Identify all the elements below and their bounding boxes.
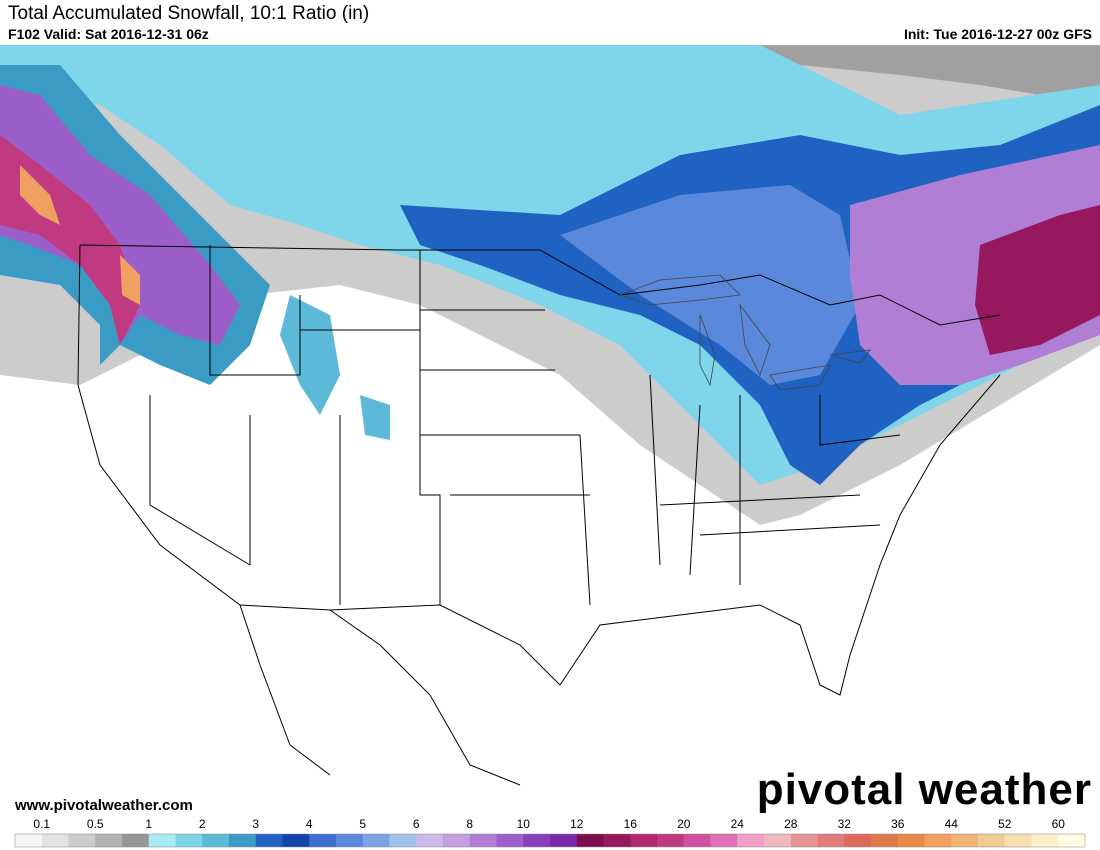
legend-swatch <box>710 834 738 847</box>
legend-label: 36 <box>891 817 905 831</box>
legend-swatch <box>41 834 69 847</box>
legend: 0.1 0.5 1 2 3 4 5 6 8 10 12 16 20 24 28 32 36 44 52 60 <box>14 817 1086 848</box>
snow-area <box>560 185 860 385</box>
legend-swatch <box>978 834 1006 847</box>
legend-swatch <box>255 834 283 847</box>
legend-label: 32 <box>838 817 852 831</box>
legend-label: 5 <box>359 817 366 831</box>
legend-swatch <box>282 834 310 847</box>
legend-label: 3 <box>252 817 259 831</box>
legend-swatch <box>924 834 952 847</box>
legend-label: 24 <box>731 817 745 831</box>
legend-swatch <box>148 834 176 847</box>
legend-swatch <box>603 834 631 847</box>
legend-swatch <box>229 834 257 847</box>
legend-swatch <box>15 834 43 847</box>
legend-label: 4 <box>306 817 313 831</box>
legend-frame <box>14 833 1086 848</box>
legend-swatch <box>817 834 845 847</box>
legend-label: 10 <box>517 817 531 831</box>
legend-swatch <box>95 834 123 847</box>
legend-swatch <box>737 834 765 847</box>
legend-swatch <box>871 834 899 847</box>
legend-label: 28 <box>784 817 798 831</box>
legend-swatch <box>951 834 979 847</box>
init-time: Init: Tue 2016-12-27 00z GFS <box>903 26 1092 42</box>
website: www.pivotalweather.com <box>15 797 193 814</box>
legend-swatch <box>790 834 818 847</box>
legend-label: 1 <box>145 817 152 831</box>
legend-swatch <box>443 834 471 847</box>
legend-label: 16 <box>624 817 638 831</box>
legend-label: 52 <box>998 817 1012 831</box>
legend-label: 12 <box>570 817 584 831</box>
legend-label: 60 <box>1052 817 1066 831</box>
legend-label: 44 <box>945 817 959 831</box>
legend-label: 6 <box>413 817 420 831</box>
legend-swatch <box>657 834 685 847</box>
borders <box>77 244 1001 786</box>
legend-swatch <box>523 834 551 847</box>
snow-area <box>0 85 240 345</box>
legend-swatch <box>416 834 444 847</box>
legend-swatch <box>362 834 390 847</box>
legend-swatch <box>175 834 203 847</box>
legend-label: 0.1 <box>33 817 50 831</box>
legend-swatch <box>309 834 337 847</box>
legend-label: 2 <box>199 817 206 831</box>
legend-label: 8 <box>466 817 473 831</box>
legend-swatch <box>683 834 711 847</box>
logo: pivotal weather <box>756 765 1092 814</box>
legend-swatch <box>202 834 230 847</box>
snow-area <box>975 205 1100 355</box>
legend-swatch <box>469 834 497 847</box>
snow-area <box>20 165 140 305</box>
legend-swatch <box>68 834 96 847</box>
legend-swatch <box>1058 834 1086 847</box>
snow-area <box>280 295 390 440</box>
snowfall-map <box>0 45 1100 815</box>
legend-swatch <box>336 834 364 847</box>
legend-swatch <box>576 834 604 847</box>
legend-swatch <box>844 834 872 847</box>
legend-swatch <box>389 834 417 847</box>
legend-swatch <box>550 834 578 847</box>
legend-swatch <box>897 834 925 847</box>
map-title: Total Accumulated Snowfall, 10:1 Ratio (… <box>8 3 370 24</box>
legend-swatch <box>1031 834 1059 847</box>
legend-swatch <box>496 834 524 847</box>
legend-swatch <box>1004 834 1032 847</box>
valid-time: F102 Valid: Sat 2016-12-31 06z <box>8 26 209 42</box>
snow-area <box>540 45 1100 105</box>
legend-swatch <box>630 834 658 847</box>
great-lakes <box>618 274 871 391</box>
legend-label: 20 <box>677 817 691 831</box>
legend-swatch <box>122 834 150 847</box>
legend-swatch <box>764 834 792 847</box>
legend-label: 0.5 <box>87 817 104 831</box>
